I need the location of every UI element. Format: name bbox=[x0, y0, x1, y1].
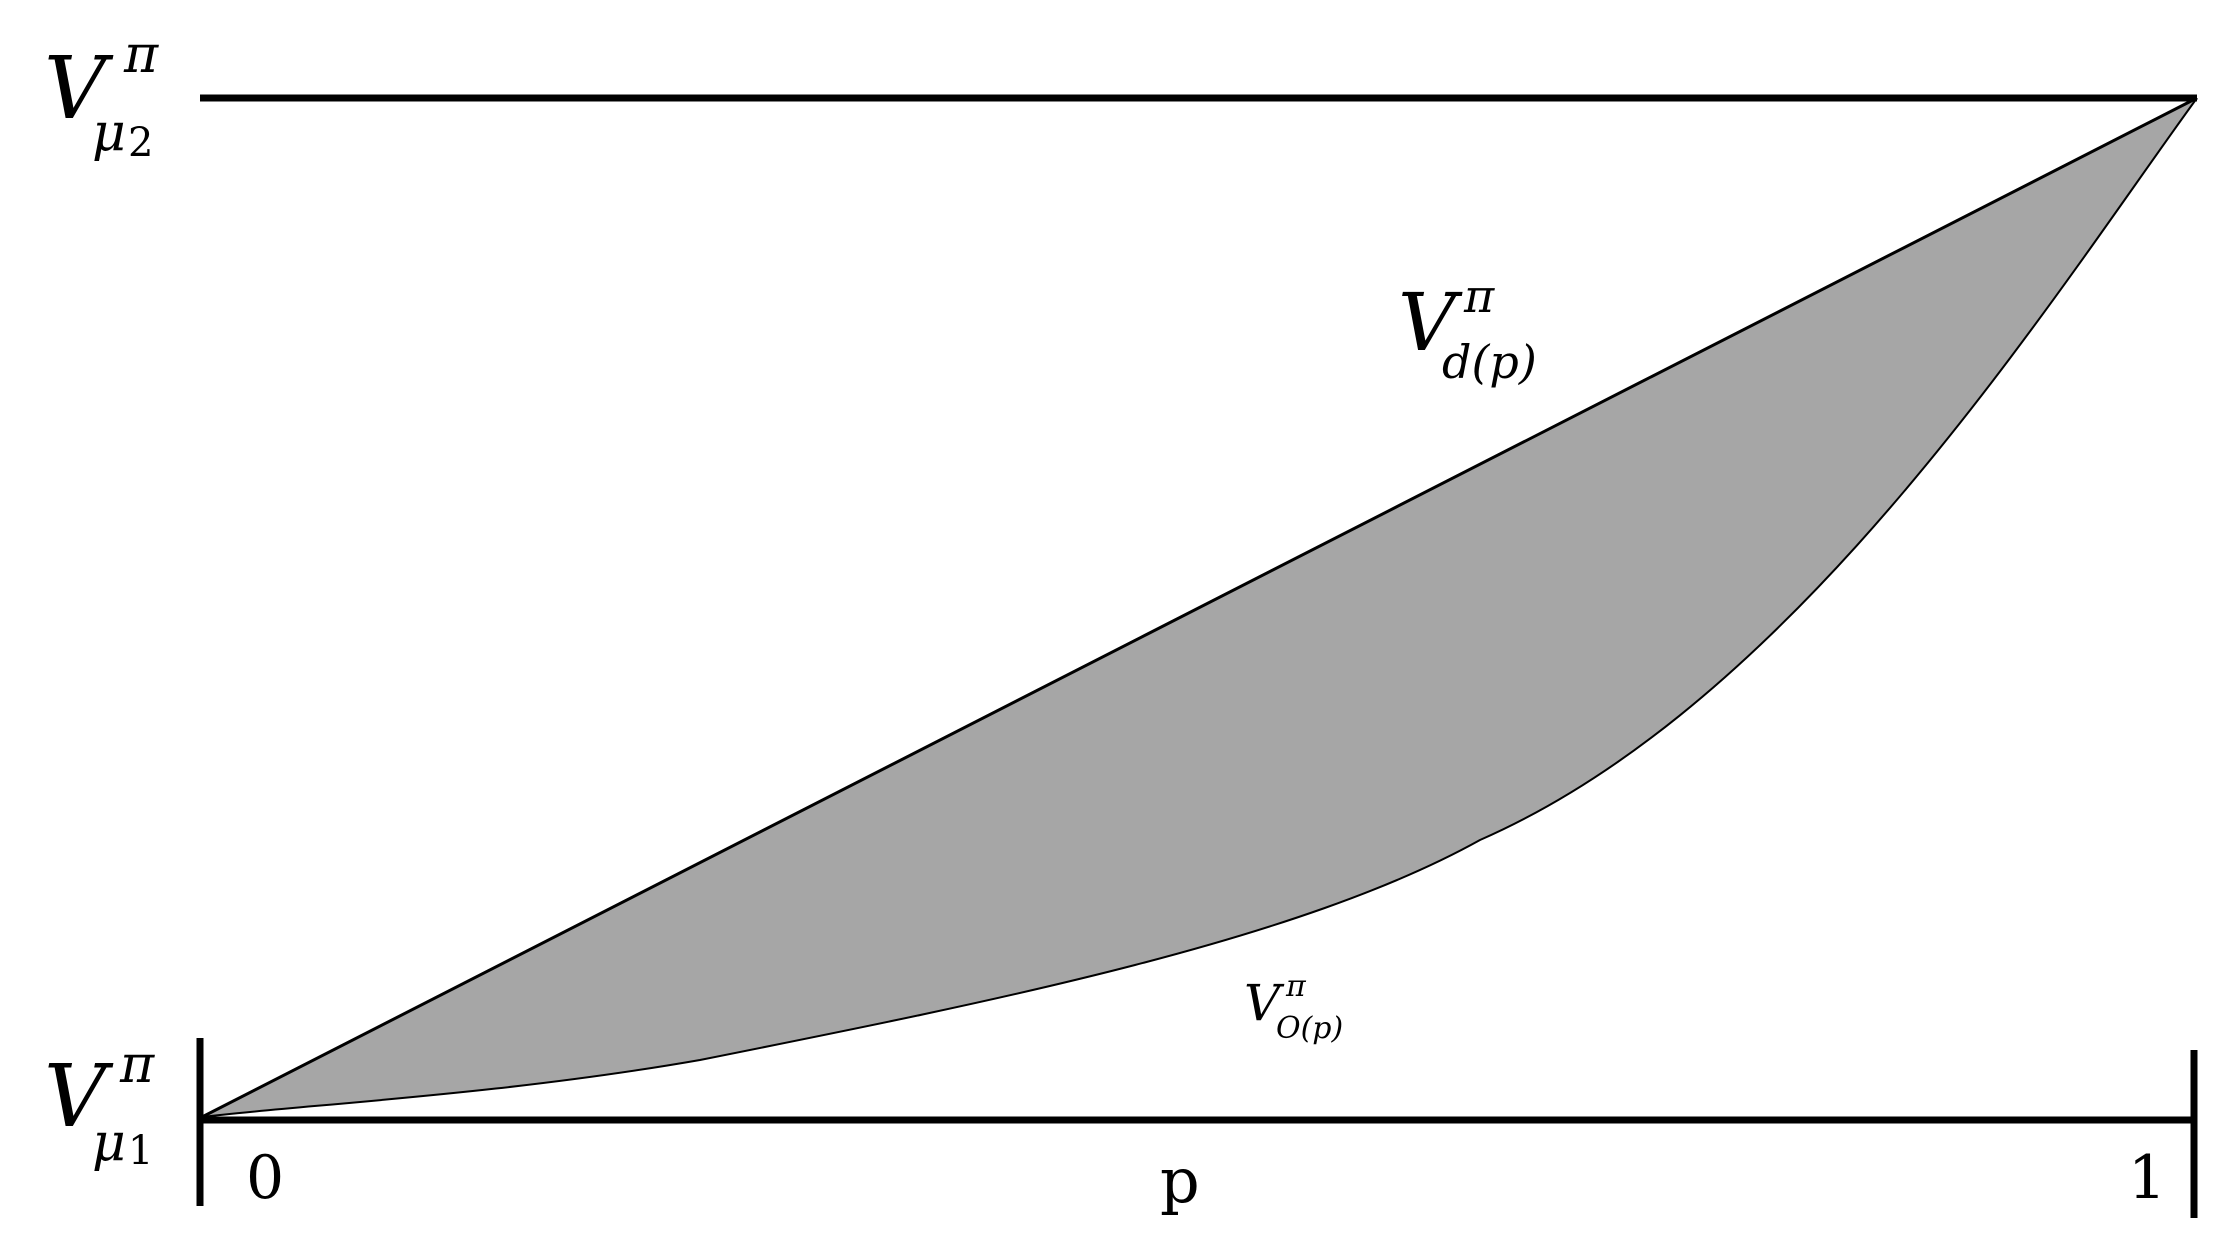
svg-text:O(p): O(p) bbox=[1276, 1011, 1343, 1046]
svg-text:d(p): d(p) bbox=[1442, 335, 1537, 389]
bottom-value-label: V π μ 1 bbox=[44, 1035, 155, 1174]
svg-text:V: V bbox=[1398, 276, 1463, 369]
svg-text:π: π bbox=[1463, 269, 1495, 323]
x-axis-left-tick-label: 0 bbox=[246, 1143, 284, 1213]
upper-curve-label: V π d(p) bbox=[1398, 269, 1537, 389]
svg-text:π: π bbox=[119, 1035, 155, 1095]
svg-text:π: π bbox=[1285, 969, 1307, 1004]
svg-text:1: 1 bbox=[128, 1128, 153, 1174]
svg-text:μ: μ bbox=[92, 103, 126, 163]
x-axis-right-tick-label: 1 bbox=[2128, 1143, 2166, 1213]
svg-text:V: V bbox=[44, 39, 114, 139]
top-value-label: V π μ 2 bbox=[44, 25, 159, 166]
lower-curve-label: V π O(p) bbox=[1244, 969, 1343, 1046]
lower-curve-line bbox=[201, 97, 2198, 1118]
svg-text:μ: μ bbox=[92, 1113, 126, 1173]
svg-text:π: π bbox=[123, 25, 159, 85]
upper-curve-line bbox=[201, 96, 2198, 1119]
x-axis-title: p bbox=[1160, 1144, 1200, 1217]
svg-text:V: V bbox=[44, 1047, 114, 1147]
svg-text:2: 2 bbox=[128, 120, 153, 166]
svg-text:V: V bbox=[1244, 974, 1285, 1032]
